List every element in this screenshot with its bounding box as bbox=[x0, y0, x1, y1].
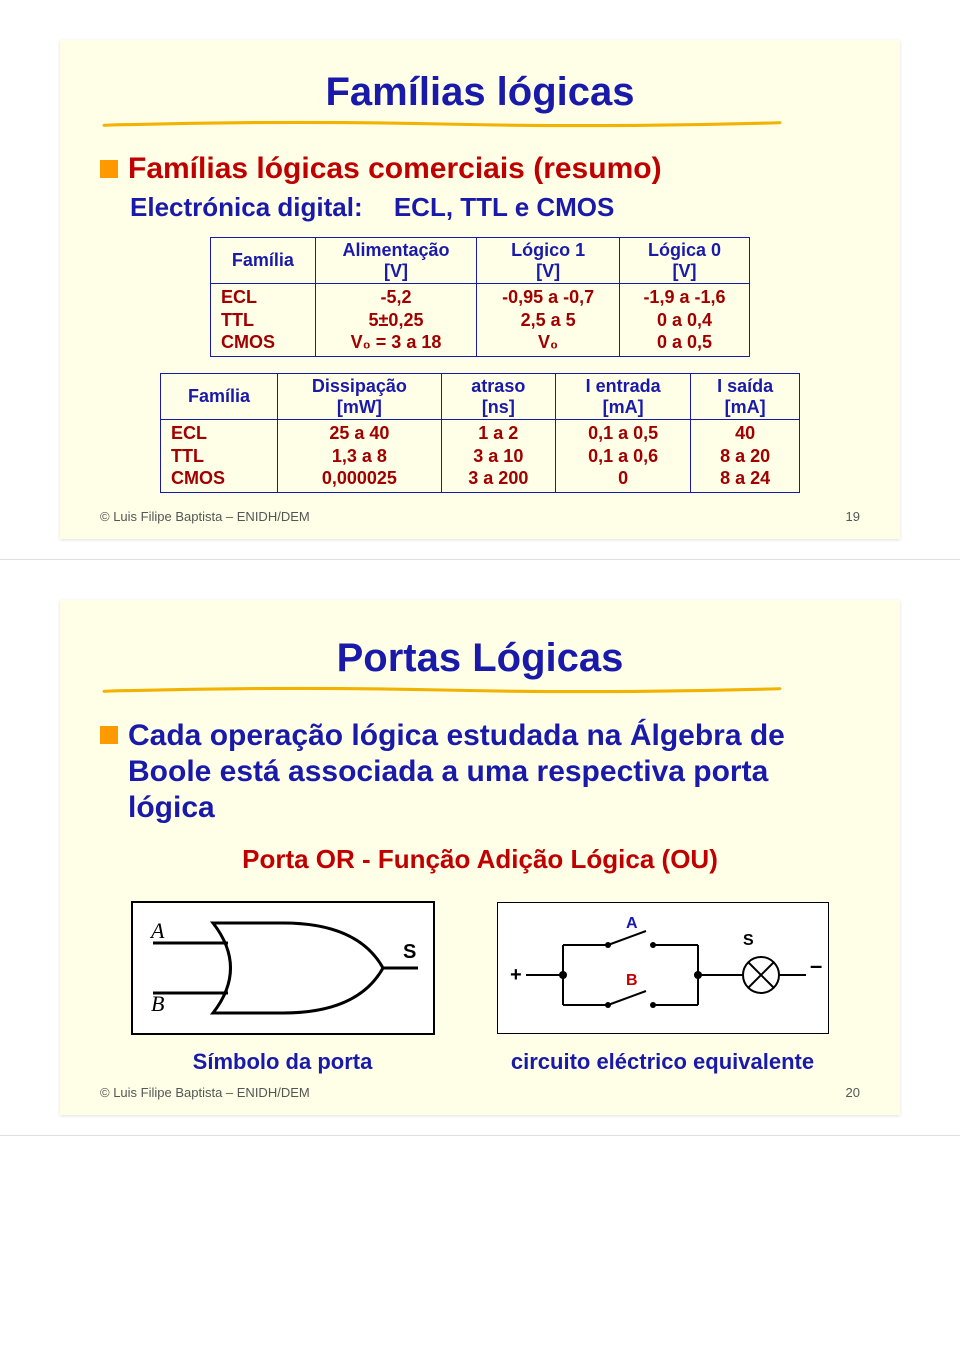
th: Dissipação[mW] bbox=[278, 373, 442, 419]
diagrams-row: A B S + – bbox=[100, 901, 860, 1035]
th: Lógico 1[V] bbox=[477, 238, 620, 284]
cell-text: TTL bbox=[221, 310, 254, 330]
cell-text: V₀ bbox=[538, 332, 558, 352]
svg-text:+: + bbox=[510, 964, 522, 986]
title-underline-icon bbox=[100, 119, 784, 129]
cell-text: -5,2 bbox=[381, 287, 412, 307]
switch-a-label: A bbox=[626, 915, 638, 932]
cell-text: 3 a 10 bbox=[473, 446, 523, 466]
cell-text: 25 a 40 bbox=[329, 423, 389, 443]
td: 1 a 2 3 a 10 3 a 200 bbox=[441, 420, 555, 493]
cell-text: ECL bbox=[171, 423, 207, 443]
cell-text: 0,1 a 0,6 bbox=[588, 446, 658, 466]
table-header-row: Família Alimentação[V] Lógico 1[V] Lógic… bbox=[211, 238, 750, 284]
cell-text: -0,95 a -0,7 bbox=[502, 287, 594, 307]
cell-text: 40 bbox=[735, 423, 755, 443]
cell-text: 3 a 200 bbox=[468, 468, 528, 488]
slide-2-wrap: Portas Lógicas Cada operação lógica estu… bbox=[0, 560, 960, 1136]
caption-right: circuito eléctrico equivalente bbox=[498, 1049, 828, 1075]
cell-text: CMOS bbox=[221, 332, 275, 352]
bullet-row: Famílias lógicas comerciais (resumo) bbox=[100, 152, 860, 186]
or-equivalent-circuit: + – A bbox=[497, 902, 829, 1034]
slide-footer: © Luis Filipe Baptista – ENIDH/DEM 19 bbox=[100, 509, 860, 524]
footer-left: © Luis Filipe Baptista – ENIDH/DEM bbox=[100, 1085, 310, 1100]
slide-title: Portas Lógicas bbox=[100, 636, 860, 681]
bullet-row: Cada operação lógica estudada na Álgebra… bbox=[100, 718, 860, 826]
caption-left: Símbolo da porta bbox=[133, 1049, 433, 1075]
td: -1,9 a -1,6 0 a 0,4 0 a 0,5 bbox=[619, 284, 749, 357]
th: Lógica 0[V] bbox=[619, 238, 749, 284]
th: Alimentação[V] bbox=[315, 238, 477, 284]
square-bullet-icon bbox=[100, 160, 118, 178]
switch-b-label: B bbox=[626, 972, 638, 989]
cell-text: 0 a 0,5 bbox=[657, 332, 712, 352]
cell-text: ECL bbox=[221, 287, 257, 307]
cell-text: 0,000025 bbox=[322, 468, 397, 488]
th: I saída[mA] bbox=[691, 373, 800, 419]
td: -5,2 5±0,25 V₀ = 3 a 18 bbox=[315, 284, 477, 357]
subheading-a: Electrónica digital: bbox=[130, 192, 363, 222]
td: ECL TTL CMOS bbox=[211, 284, 316, 357]
th: Família bbox=[211, 238, 316, 284]
slide-1-wrap: Famílias lógicas Famílias lógicas comerc… bbox=[0, 0, 960, 560]
cell-text: 8 a 20 bbox=[720, 446, 770, 466]
th: I entrada[mA] bbox=[555, 373, 690, 419]
slide-1: Famílias lógicas Famílias lógicas comerc… bbox=[60, 40, 900, 539]
table-voltages: Família Alimentação[V] Lógico 1[V] Lógic… bbox=[210, 237, 750, 357]
cell-text: 2,5 a 5 bbox=[521, 310, 576, 330]
td: 0,1 a 0,5 0,1 a 0,6 0 bbox=[555, 420, 690, 493]
cell-text: TTL bbox=[171, 446, 204, 466]
th: atraso[ns] bbox=[441, 373, 555, 419]
cell-text: 0,1 a 0,5 bbox=[588, 423, 658, 443]
table-characteristics: Família Dissipação[mW] atraso[ns] I entr… bbox=[160, 373, 800, 493]
svg-text:–: – bbox=[810, 953, 822, 978]
gate-input-a-label: A bbox=[149, 918, 165, 943]
lamp-label: S bbox=[743, 932, 754, 949]
footer-left: © Luis Filipe Baptista – ENIDH/DEM bbox=[100, 509, 310, 524]
slide-footer: © Luis Filipe Baptista – ENIDH/DEM 20 bbox=[100, 1085, 860, 1100]
table-row: ECL TTL CMOS 25 a 40 1,3 a 8 0,000025 1 … bbox=[161, 420, 800, 493]
cell-text: 0 bbox=[618, 468, 628, 488]
sub-heading: Porta OR - Função Adição Lógica (OU) bbox=[100, 844, 860, 875]
td: ECL TTL CMOS bbox=[161, 420, 278, 493]
slide-title: Famílias lógicas bbox=[100, 70, 860, 115]
footer-right: 19 bbox=[846, 509, 860, 524]
captions-row: Símbolo da porta circuito eléctrico equi… bbox=[100, 1049, 860, 1075]
td: 40 8 a 20 8 a 24 bbox=[691, 420, 800, 493]
gate-output-label: S bbox=[403, 941, 416, 963]
page: Famílias lógicas Famílias lógicas comerc… bbox=[0, 0, 960, 1136]
subheading-b: ECL, TTL e CMOS bbox=[394, 192, 615, 222]
cell-text: 1,3 a 8 bbox=[332, 446, 387, 466]
td: -0,95 a -0,7 2,5 a 5 V₀ bbox=[477, 284, 620, 357]
bullet-text: Cada operação lógica estudada na Álgebra… bbox=[128, 718, 860, 826]
cell-text: 8 a 24 bbox=[720, 468, 770, 488]
title-underline-icon bbox=[100, 685, 784, 695]
cell-text: 1 a 2 bbox=[478, 423, 518, 443]
th: Família bbox=[161, 373, 278, 419]
or-gate-icon: A B S bbox=[133, 903, 433, 1033]
cell-text: 5±0,25 bbox=[369, 310, 424, 330]
slide-2: Portas Lógicas Cada operação lógica estu… bbox=[60, 600, 900, 1115]
cell-text: V₀ = 3 a 18 bbox=[351, 332, 442, 352]
cell-text: CMOS bbox=[171, 468, 225, 488]
subheading: Electrónica digital: ECL, TTL e CMOS bbox=[130, 192, 860, 223]
td: 25 a 40 1,3 a 8 0,000025 bbox=[278, 420, 442, 493]
gate-input-b-label: B bbox=[151, 991, 164, 1016]
square-bullet-icon bbox=[100, 726, 118, 744]
cell-text: -1,9 a -1,6 bbox=[643, 287, 725, 307]
table-header-row: Família Dissipação[mW] atraso[ns] I entr… bbox=[161, 373, 800, 419]
or-gate-symbol: A B S bbox=[131, 901, 435, 1035]
bullet-text: Famílias lógicas comerciais (resumo) bbox=[128, 152, 662, 186]
footer-right: 20 bbox=[846, 1085, 860, 1100]
table-row: ECL TTL CMOS -5,2 5±0,25 V₀ = 3 a 18 -0,… bbox=[211, 284, 750, 357]
cell-text: 0 a 0,4 bbox=[657, 310, 712, 330]
circuit-icon: + – A bbox=[498, 903, 828, 1033]
